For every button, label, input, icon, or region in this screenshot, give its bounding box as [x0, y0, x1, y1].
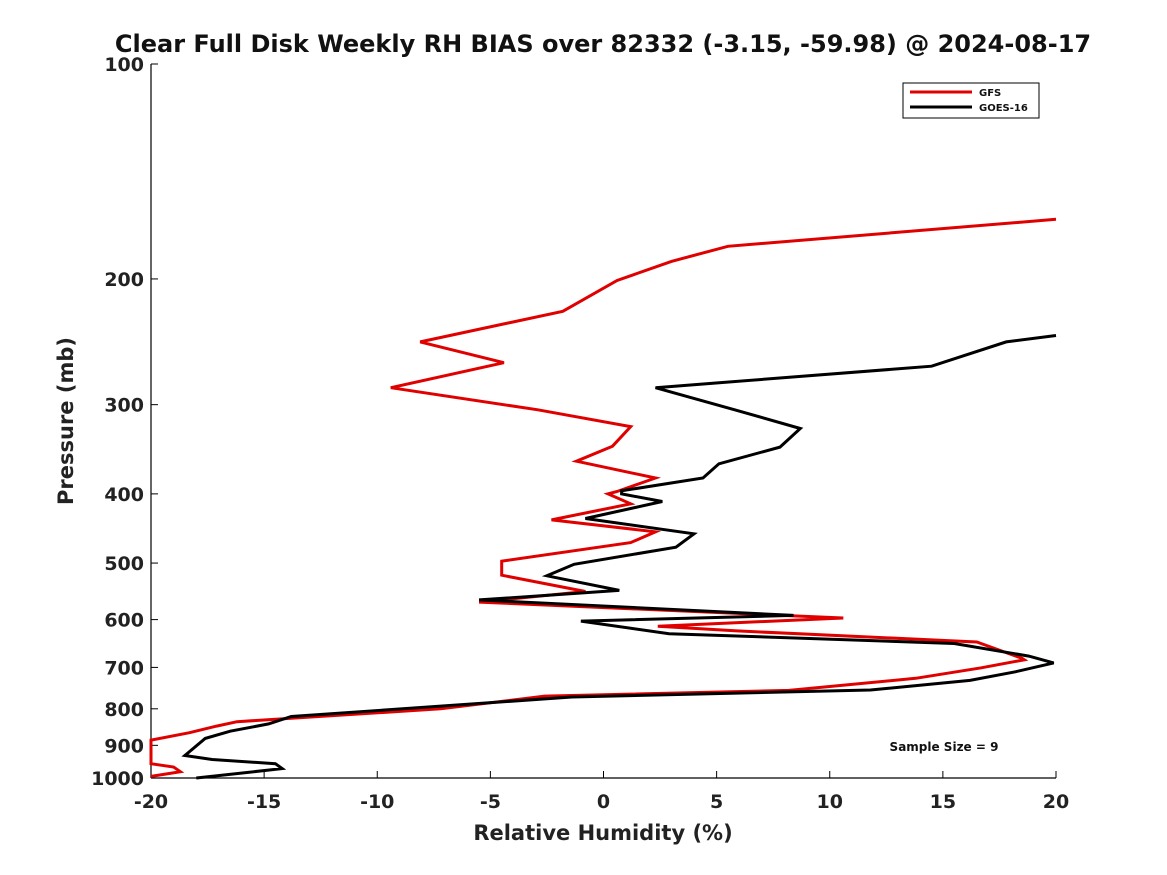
series-line-gfs [149, 217, 1057, 778]
series-line-goes16 [181, 334, 1057, 780]
x-tick-label: 20 [1043, 791, 1069, 813]
y-tick-label: 500 [104, 553, 144, 575]
x-tick-label: 5 [710, 791, 723, 813]
y-tick-label: 600 [104, 610, 144, 632]
y-tick-label: 1000 [91, 768, 144, 790]
x-tick-label: 15 [930, 791, 956, 813]
sample-size-annotation: Sample Size = 9 [890, 740, 999, 754]
y-tick-label: 800 [104, 699, 144, 721]
x-tick-label: 0 [597, 791, 610, 813]
y-tick-label: 200 [104, 269, 144, 291]
chart-title: Clear Full Disk Weekly RH BIAS over 8233… [115, 30, 1091, 58]
legend-label-goes16: GOES-16 [979, 103, 1028, 114]
y-axis-ticks: 100 200 300 400 500 600 700 800 900 1000 [91, 54, 158, 790]
y-tick-label: 100 [104, 54, 144, 76]
y-tick-label: 300 [104, 395, 144, 417]
y-axis-title: Pressure (mb) [54, 337, 78, 505]
x-axis-ticks: -20 -15 -10 -5 0 5 10 15 20 [134, 771, 1069, 813]
y-tick-label: 700 [104, 657, 144, 679]
x-tick-label: -5 [480, 791, 501, 813]
x-tick-label: -15 [247, 791, 281, 813]
x-tick-label: 10 [817, 791, 843, 813]
x-tick-label: -10 [360, 791, 394, 813]
y-tick-label: 400 [104, 484, 144, 506]
y-tick-label: 900 [104, 735, 144, 757]
x-axis-title: Relative Humidity (%) [473, 821, 732, 845]
x-tick-label: -20 [134, 791, 168, 813]
series-layer [149, 217, 1057, 780]
legend-box [902, 82, 1040, 119]
legend-label-gfs: GFS [979, 88, 1001, 99]
legend: GFS GOES-16 [902, 82, 1040, 119]
